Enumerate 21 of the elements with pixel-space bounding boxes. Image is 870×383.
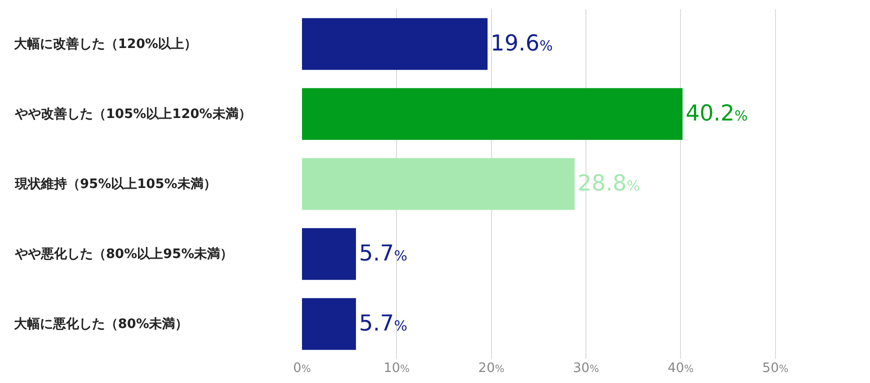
y-tick-label: やや悪化した（80%以上95%未満）	[14, 247, 234, 262]
bar	[302, 228, 356, 280]
y-tick-label: 現状維持（95%以上105%未満）	[14, 177, 216, 192]
x-tick-label: 50%	[762, 361, 788, 376]
bar	[302, 158, 575, 210]
bar	[302, 298, 356, 350]
data-label: 5.7%	[358, 312, 408, 336]
bar	[302, 18, 488, 70]
data-label: 28.8%	[578, 172, 640, 196]
data-label: 19.6%	[490, 32, 553, 56]
x-tick-label: 0%	[293, 361, 311, 376]
y-tick-label: 大幅に改善した（120%以上）	[14, 36, 198, 52]
y-tick-label: やや改善した（105%以上120%未満）	[14, 106, 252, 122]
x-tick-label: 30%	[572, 361, 600, 376]
bar	[302, 88, 683, 140]
data-label: 5.7%	[358, 242, 408, 266]
data-label: 40.2%	[686, 102, 748, 126]
y-tick-label: 大幅に悪化した（80%未満）	[14, 317, 188, 332]
x-tick-label: 40%	[668, 361, 694, 376]
x-tick-label: 20%	[478, 361, 504, 376]
x-tick-label: 10%	[384, 361, 410, 376]
